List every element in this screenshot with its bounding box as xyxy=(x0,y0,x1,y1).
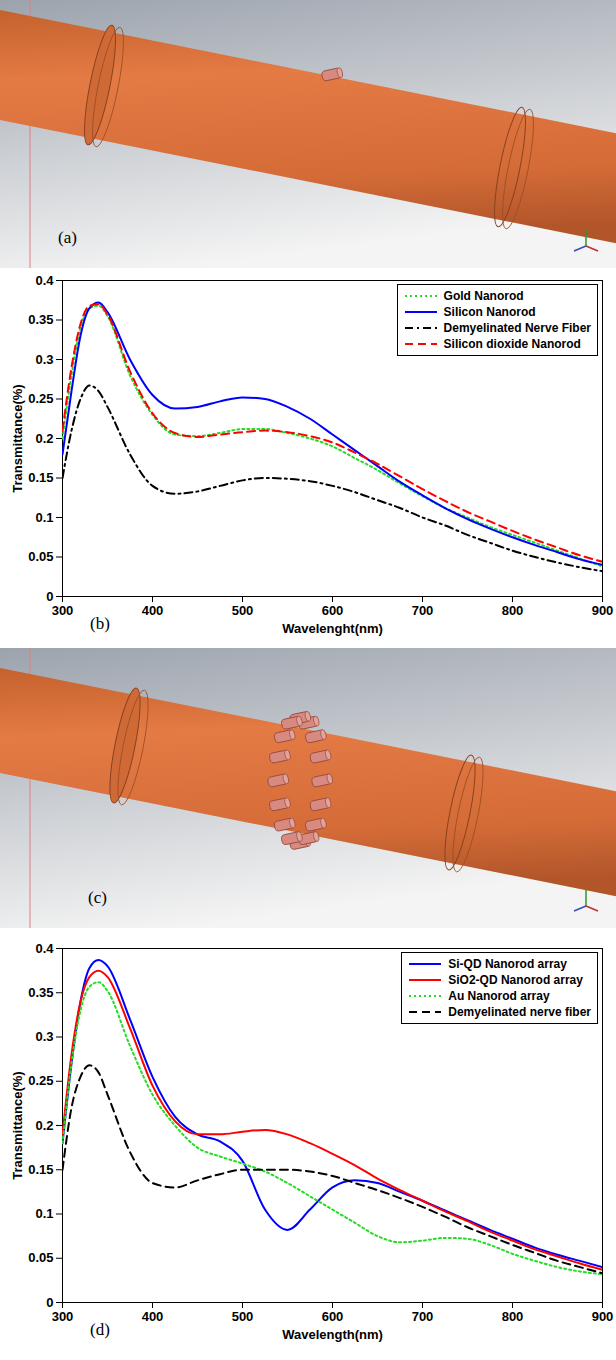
svg-text:0.35: 0.35 xyxy=(28,985,53,1000)
html-text:Demyelinated Nerve Fiber: Demyelinated Nerve Fiber xyxy=(443,321,591,335)
svg-text:0.35: 0.35 xyxy=(28,312,53,327)
html-text:(d): (d) xyxy=(90,1320,110,1339)
svg-text:700: 700 xyxy=(412,1309,434,1324)
html-text:Silicon dioxide Nanorod: Silicon dioxide Nanorod xyxy=(443,337,581,351)
html-text:Si-QD Nanorod array: Si-QD Nanorod array xyxy=(448,957,567,971)
svg-text:500: 500 xyxy=(232,603,254,618)
html-text:(a): (a) xyxy=(58,228,77,247)
svg-text:600: 600 xyxy=(322,603,344,618)
svg-text:Wavelenght(nm): Wavelenght(nm) xyxy=(282,621,383,636)
svg-text:Wavelength(nm): Wavelength(nm) xyxy=(282,1327,383,1342)
svg-text:600: 600 xyxy=(322,1309,344,1324)
svg-text:0: 0 xyxy=(46,589,53,604)
svg-text:300: 300 xyxy=(52,603,74,618)
svg-text:700: 700 xyxy=(412,603,434,618)
svg-text:800: 800 xyxy=(502,1309,524,1324)
svg-text:400: 400 xyxy=(142,1309,164,1324)
svg-text:0.4: 0.4 xyxy=(35,941,54,956)
svg-text:800: 800 xyxy=(502,603,524,618)
svg-text:0.1: 0.1 xyxy=(35,510,53,525)
html-text:Demyelinated nerve fiber: Demyelinated nerve fiber xyxy=(448,1005,591,1019)
svg-text:300: 300 xyxy=(52,1309,74,1324)
html-text:Silicon Nanorod: Silicon Nanorod xyxy=(443,305,536,319)
svg-text:900: 900 xyxy=(592,1309,614,1324)
svg-text:0.3: 0.3 xyxy=(35,1029,53,1044)
svg-text:0.3: 0.3 xyxy=(35,352,53,367)
html-text:(b): (b) xyxy=(90,614,110,633)
svg-text:0.15: 0.15 xyxy=(28,1162,53,1177)
html-text:SiO2-QD Nanorod array: SiO2-QD Nanorod array xyxy=(448,973,583,987)
svg-text:0.1: 0.1 xyxy=(35,1206,53,1221)
svg-text:0.2: 0.2 xyxy=(35,1118,53,1133)
svg-text:0: 0 xyxy=(46,1295,53,1310)
svg-text:0.05: 0.05 xyxy=(28,1250,53,1265)
svg-text:900: 900 xyxy=(592,603,614,618)
svg-text:Transmittance(%): Transmittance(%) xyxy=(10,384,25,492)
html-text:(c): (c) xyxy=(88,888,107,907)
svg-text:0.15: 0.15 xyxy=(28,470,53,485)
svg-text:0.25: 0.25 xyxy=(28,391,53,406)
svg-text:400: 400 xyxy=(142,603,164,618)
html-text:Gold Nanorod: Gold Nanorod xyxy=(443,289,524,303)
svg-text:0.25: 0.25 xyxy=(28,1073,53,1088)
svg-text:Transmittance(%): Transmittance(%) xyxy=(10,1071,25,1179)
svg-text:0.2: 0.2 xyxy=(35,431,53,446)
html-text:Au Nanorod array: Au Nanorod array xyxy=(448,989,550,1003)
svg-text:0.4: 0.4 xyxy=(35,273,54,288)
svg-text:500: 500 xyxy=(232,1309,254,1324)
svg-text:0.05: 0.05 xyxy=(28,549,53,564)
